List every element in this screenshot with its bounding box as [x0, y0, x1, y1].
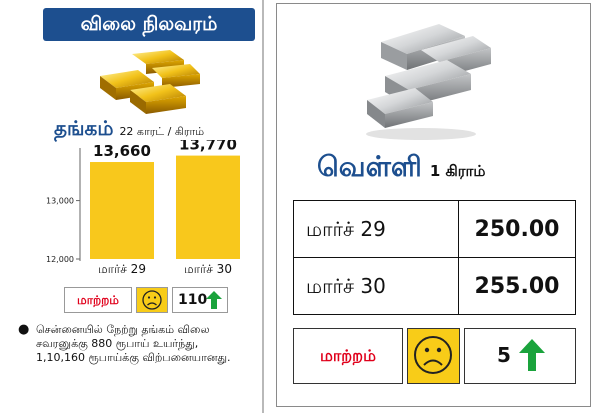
- x-tick-label: மார்ச் 29: [98, 262, 146, 276]
- silver-name: வெள்ளி: [317, 150, 422, 183]
- gold-unit: 22 காரட் / கிராம்: [119, 125, 205, 138]
- row-price: 255.00: [458, 258, 575, 315]
- bar: [176, 155, 240, 259]
- row-date: மார்ச் 30: [306, 274, 386, 298]
- gold-note: ● சென்னையில் நேற்று தங்கம் விலை சவரனுக்க…: [18, 323, 241, 365]
- gold-change-value: 110: [172, 287, 228, 313]
- sad-face-icon: [407, 328, 460, 384]
- panel-divider: [262, 0, 264, 413]
- table-row: மார்ச் 30 255.00: [294, 258, 575, 315]
- silver-change-value: 5: [464, 328, 576, 384]
- gold-note-text: சென்னையில் நேற்று தங்கம் விலை சவரனுக்கு …: [36, 323, 231, 364]
- x-tick-label: மார்ச் 30: [184, 262, 232, 276]
- bullet-icon: ●: [18, 322, 30, 337]
- sad-face-icon: [136, 287, 168, 313]
- silver-change-number: 5: [497, 343, 511, 367]
- gold-change-number: 110: [178, 292, 208, 308]
- y-tick-label: 12,000: [46, 255, 74, 264]
- row-price: 250.00: [458, 201, 575, 257]
- gold-panel: விலை நிலவரம் தங்கம்: [0, 0, 262, 413]
- gold-heading: தங்கம் 22 காரட் / கிராம்: [54, 116, 204, 143]
- up-arrow-icon: [206, 291, 222, 309]
- bar-value-label: 13,660: [93, 142, 151, 160]
- page-title: விலை நிலவரம்: [43, 8, 255, 41]
- silver-panel: வெள்ளி 1 கிராம் மார்ச் 29 250.00 மார்ச் 3…: [276, 3, 591, 407]
- up-arrow-icon: [519, 339, 545, 371]
- table-row: மார்ச் 29 250.00: [294, 201, 575, 258]
- bar-value-label: 13,770: [179, 140, 237, 154]
- y-tick-label: 13,000: [46, 197, 74, 206]
- silver-change-label: மாற்றம்: [293, 328, 403, 384]
- silver-price-table: மார்ச் 29 250.00 மார்ச் 30 255.00: [293, 200, 576, 315]
- row-date: மார்ச் 29: [306, 217, 386, 241]
- gold-bars-icon: [92, 46, 202, 118]
- silver-heading: வெள்ளி 1 கிராம்: [317, 150, 485, 187]
- bar: [90, 162, 154, 259]
- silver-unit: 1 கிராம்: [429, 162, 486, 180]
- gold-name: தங்கம்: [54, 116, 114, 140]
- gold-change-label: மாற்றம்: [64, 287, 132, 313]
- gold-price-chart: 12,000 13,000 13,660 மார்ச் 29 13,770 மார்ச் …: [46, 140, 240, 276]
- silver-bars-icon: [361, 14, 501, 148]
